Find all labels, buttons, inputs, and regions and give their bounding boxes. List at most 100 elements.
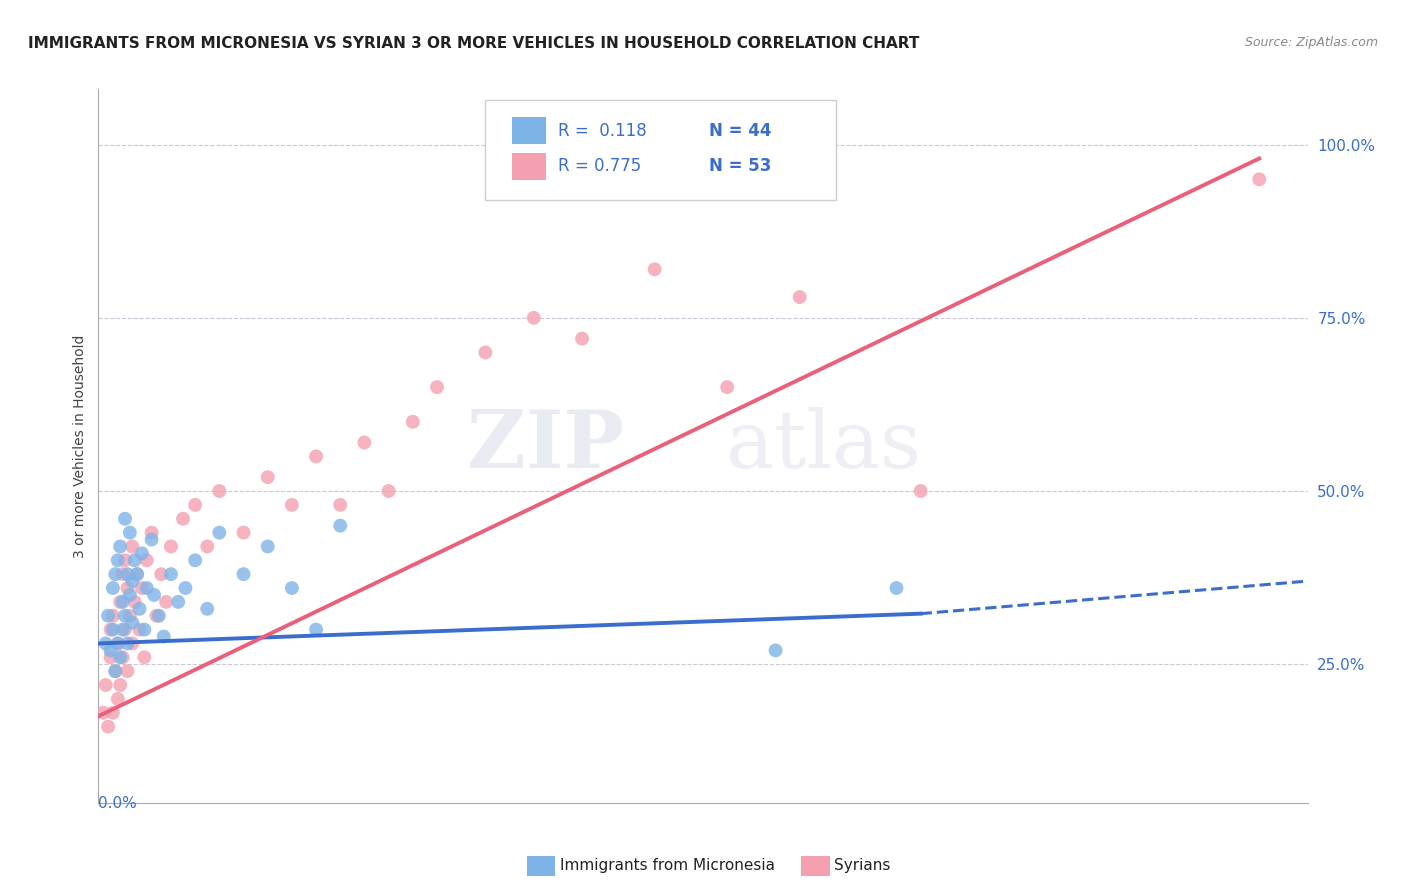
Point xyxy=(195,602,218,616)
Point xyxy=(121,574,143,588)
Point xyxy=(789,290,811,304)
Point xyxy=(155,595,177,609)
Point xyxy=(232,567,254,582)
Point xyxy=(232,525,254,540)
Point xyxy=(141,533,163,547)
Point xyxy=(402,415,425,429)
Y-axis label: 3 or more Vehicles in Household: 3 or more Vehicles in Household xyxy=(73,334,87,558)
Point xyxy=(121,540,143,554)
Point xyxy=(172,512,194,526)
Point xyxy=(256,540,278,554)
Point xyxy=(145,608,167,623)
Point xyxy=(644,262,666,277)
Point xyxy=(101,623,124,637)
Point xyxy=(91,706,114,720)
Point xyxy=(160,540,183,554)
Point xyxy=(474,345,496,359)
Point xyxy=(104,567,127,582)
Text: IMMIGRANTS FROM MICRONESIA VS SYRIAN 3 OR MORE VEHICLES IN HOUSEHOLD CORRELATION: IMMIGRANTS FROM MICRONESIA VS SYRIAN 3 O… xyxy=(28,36,920,51)
Point xyxy=(124,595,146,609)
Point xyxy=(121,615,143,630)
Point xyxy=(97,608,120,623)
Point xyxy=(104,664,127,678)
Text: Syrians: Syrians xyxy=(834,858,890,872)
Point xyxy=(101,608,124,623)
Point xyxy=(114,553,136,567)
Point xyxy=(104,664,127,678)
Text: N = 44: N = 44 xyxy=(709,121,772,139)
Point xyxy=(426,380,449,394)
Point xyxy=(184,553,207,567)
Point xyxy=(108,595,131,609)
Point xyxy=(127,567,149,582)
Point xyxy=(108,650,131,665)
Point xyxy=(571,332,593,346)
Text: atlas: atlas xyxy=(727,407,921,485)
Text: Immigrants from Micronesia: Immigrants from Micronesia xyxy=(560,858,775,872)
Point xyxy=(97,720,120,734)
FancyBboxPatch shape xyxy=(485,100,837,200)
Point xyxy=(124,553,146,567)
Point xyxy=(195,540,218,554)
Point xyxy=(174,581,197,595)
Point xyxy=(150,567,173,582)
Point xyxy=(141,525,163,540)
Point xyxy=(117,581,139,595)
Point xyxy=(329,518,352,533)
Text: N = 53: N = 53 xyxy=(709,157,772,175)
Point xyxy=(523,310,546,325)
Point xyxy=(117,664,139,678)
Point xyxy=(281,498,304,512)
Point xyxy=(107,553,129,567)
Point xyxy=(377,483,399,498)
Point xyxy=(111,650,134,665)
Point xyxy=(118,525,141,540)
Point xyxy=(131,581,153,595)
Point xyxy=(135,553,157,567)
Point xyxy=(208,525,231,540)
Point xyxy=(121,636,143,650)
Point xyxy=(1249,172,1271,186)
Point xyxy=(94,636,117,650)
Point xyxy=(148,608,170,623)
Point xyxy=(167,595,190,609)
Point xyxy=(886,581,908,595)
Point xyxy=(152,630,174,644)
Point xyxy=(353,435,375,450)
Point xyxy=(910,483,932,498)
Point xyxy=(134,650,156,665)
Text: R =  0.118: R = 0.118 xyxy=(558,121,647,139)
Point xyxy=(107,691,129,706)
Point xyxy=(716,380,738,394)
Point xyxy=(118,608,141,623)
Point xyxy=(256,470,278,484)
Point xyxy=(143,588,166,602)
Point xyxy=(305,450,328,464)
Point xyxy=(127,567,149,582)
Point xyxy=(117,636,139,650)
Point xyxy=(100,650,122,665)
Point xyxy=(111,595,134,609)
Point xyxy=(118,588,141,602)
Point xyxy=(114,512,136,526)
Point xyxy=(208,483,231,498)
Point xyxy=(111,623,134,637)
Point xyxy=(100,643,122,657)
Point xyxy=(107,636,129,650)
Point xyxy=(94,678,117,692)
Point xyxy=(117,567,139,582)
Bar xyxy=(512,153,546,180)
Point xyxy=(128,623,150,637)
Point xyxy=(108,540,131,554)
Point xyxy=(111,567,134,582)
Point xyxy=(100,623,122,637)
Text: ZIP: ZIP xyxy=(467,407,624,485)
Point xyxy=(131,546,153,560)
Point xyxy=(101,581,124,595)
Point xyxy=(134,623,156,637)
Point xyxy=(305,623,328,637)
Bar xyxy=(512,117,546,145)
Point xyxy=(184,498,207,512)
Point xyxy=(329,498,352,512)
Point xyxy=(135,581,157,595)
